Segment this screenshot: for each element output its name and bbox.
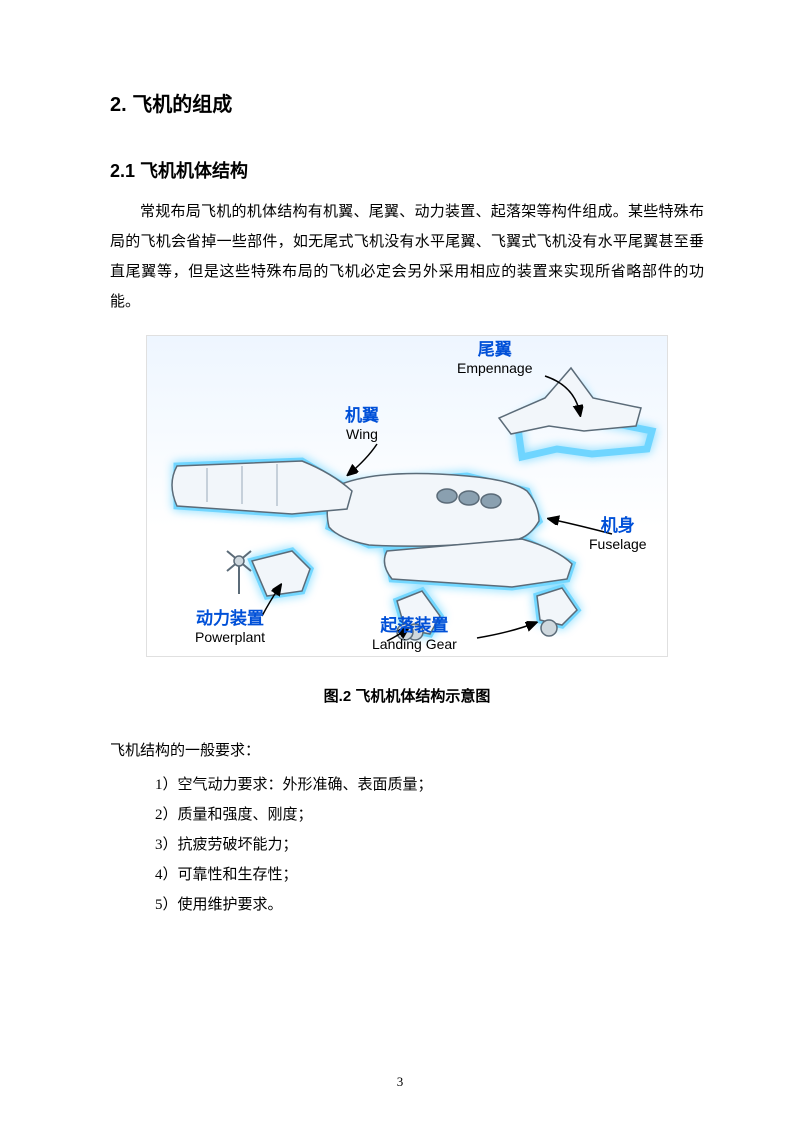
label-empennage-cn: 尾翼 xyxy=(457,340,533,360)
requirement-item: 3）抗疲劳破坏能力； xyxy=(155,830,704,860)
requirements-list: 1）空气动力要求：外形准确、表面质量； 2）质量和强度、刚度； 3）抗疲劳破坏能… xyxy=(110,770,704,920)
label-powerplant: 动力装置 Powerplant xyxy=(195,609,265,645)
requirement-item: 4）可靠性和生存性； xyxy=(155,860,704,890)
label-wing: 机翼 Wing xyxy=(345,406,379,442)
figure-caption: 图.2 飞机机体结构示意图 xyxy=(110,685,704,706)
label-wing-cn: 机翼 xyxy=(345,406,379,426)
label-powerplant-cn: 动力装置 xyxy=(195,609,265,629)
label-gear-cn: 起落装置 xyxy=(372,616,457,636)
requirements-intro: 飞机结构的一般要求： xyxy=(110,736,704,766)
label-fuselage-cn: 机身 xyxy=(589,516,647,536)
page-number: 3 xyxy=(0,1074,800,1090)
label-empennage-en: Empennage xyxy=(457,360,533,376)
label-empennage: 尾翼 Empennage xyxy=(457,340,533,376)
label-fuselage: 机身 Fuselage xyxy=(589,516,647,552)
heading-level-2: 2.1 飞机机体结构 xyxy=(110,157,704,183)
aircraft-svg xyxy=(147,336,667,656)
requirement-item: 5）使用维护要求。 xyxy=(155,890,704,920)
requirement-item: 2）质量和强度、刚度； xyxy=(155,800,704,830)
intro-paragraph: 常规布局飞机的机体结构有机翼、尾翼、动力装置、起落架等构件组成。某些特殊布局的飞… xyxy=(110,197,704,317)
label-gear: 起落装置 Landing Gear xyxy=(372,616,457,652)
label-wing-en: Wing xyxy=(345,426,379,442)
aircraft-diagram: 尾翼 Empennage 机翼 Wing 机身 Fuselage 动力装置 Po… xyxy=(146,335,668,657)
heading-level-1: 2. 飞机的组成 xyxy=(110,88,704,117)
label-fuselage-en: Fuselage xyxy=(589,536,647,552)
requirement-item: 1）空气动力要求：外形准确、表面质量； xyxy=(155,770,704,800)
label-powerplant-en: Powerplant xyxy=(195,629,265,645)
label-gear-en: Landing Gear xyxy=(372,636,457,652)
